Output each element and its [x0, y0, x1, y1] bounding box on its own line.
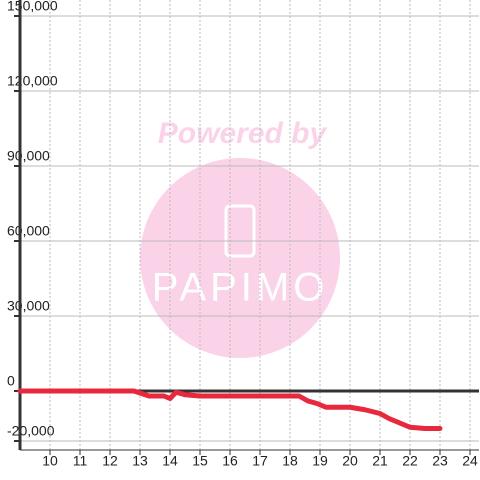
- y-tick-label: 90,000: [7, 148, 50, 164]
- x-tick-label: 24: [462, 453, 478, 469]
- x-tick-label: 19: [312, 453, 328, 469]
- x-tick-label: 23: [432, 453, 448, 469]
- x-tick-label: 21: [372, 453, 388, 469]
- x-tick-label: 11: [73, 453, 88, 469]
- x-tick-label: 10: [42, 453, 58, 469]
- y-tick-label: 60,000: [7, 223, 50, 239]
- x-tick-label: 14: [162, 453, 178, 469]
- x-tick-label: 13: [132, 453, 148, 469]
- x-tick-label: 12: [102, 453, 118, 469]
- x-tick-label: 16: [222, 453, 238, 469]
- x-tick-label: 17: [252, 453, 268, 469]
- data-line: [17, 388, 443, 431]
- y-tick-label: 120,000: [7, 73, 58, 89]
- watermark-logo: PAPIMO: [152, 266, 329, 310]
- y-tick-label: 150,000: [7, 0, 58, 14]
- x-tick-label: 22: [402, 453, 418, 469]
- x-tick-label: 18: [282, 453, 298, 469]
- x-tick-label: 20: [342, 453, 358, 469]
- y-tick-label: 0: [7, 373, 15, 389]
- watermark-phone: [224, 204, 256, 258]
- y-tick-label: 30,000: [7, 298, 50, 314]
- watermark-caption: Powered by: [158, 117, 328, 150]
- x-tick-label: 15: [192, 453, 208, 469]
- y-tick-label: -20,000: [7, 423, 55, 439]
